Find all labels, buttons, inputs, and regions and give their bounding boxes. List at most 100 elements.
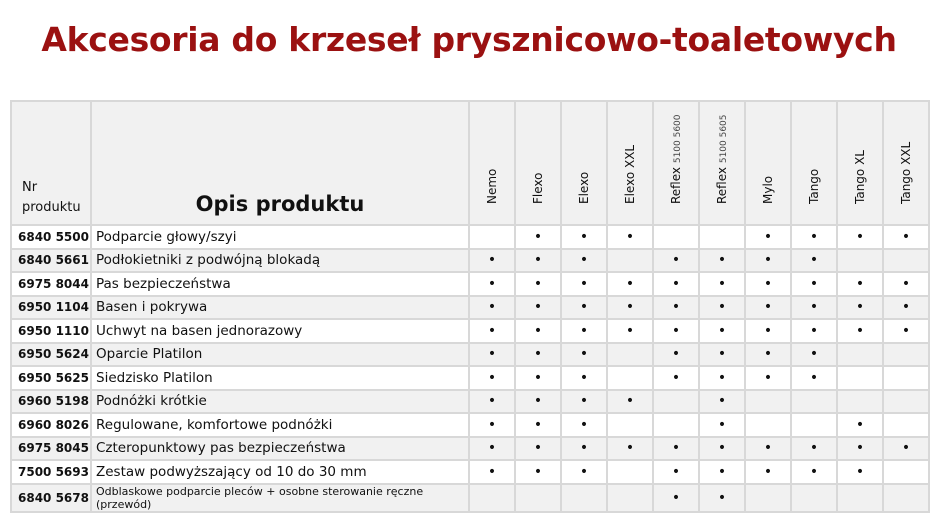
compat-cell [790,482,838,513]
compat-cell [698,224,746,250]
product-description: Regulowane, komfortowe podnóżki [90,412,470,438]
dot-icon: • [625,322,635,339]
compat-cell: • [744,247,792,273]
compat-cell [606,341,654,367]
table-row: 6960 8026 Regulowane, komfortowe podnóżki… [10,412,930,438]
compat-cell: • [698,365,746,391]
header-product-number: Nr produktu [10,100,92,226]
header-nr-line1: Nr [22,180,38,195]
compat-cell: • [560,224,608,250]
product-description: Podłokietniki z podwójną blokadą [90,247,470,273]
compat-cell: • [560,318,608,344]
compat-cell: • [836,294,884,320]
compat-cell [790,412,838,438]
product-description: Uchwyt na basen jednorazowy [90,318,470,344]
compat-cell: • [790,365,838,391]
compat-cell: • [836,412,884,438]
compat-cell [744,388,792,414]
compat-cell: • [468,318,516,344]
product-number: 6950 1110 [10,318,92,344]
compat-cell [882,247,930,273]
compat-cell: • [790,459,838,485]
table-row: 7500 5693 Zestaw podwyższający od 10 do 3… [10,459,930,485]
dot-icon: • [809,299,819,316]
dot-icon: • [763,252,773,269]
compat-cell [882,388,930,414]
compat-cell [606,365,654,391]
product-number: 6960 8026 [10,412,92,438]
dot-icon: • [763,275,773,292]
compat-cell [882,365,930,391]
dot-icon: • [579,322,589,339]
compat-cell [468,482,516,513]
compat-cell [652,412,700,438]
compat-cell: • [652,341,700,367]
dot-icon: • [671,299,681,316]
dot-icon: • [671,440,681,457]
compat-cell: • [468,365,516,391]
dot-icon: • [809,228,819,245]
compat-cell: • [882,294,930,320]
compat-cell: • [836,271,884,297]
model-label: Flexo [531,172,545,204]
compat-cell [468,224,516,250]
compat-cell: • [882,435,930,461]
compat-cell: • [468,247,516,273]
product-number: 6950 5625 [10,365,92,391]
product-description: Odblaskowe podparcie pleców + osobne ste… [90,482,470,513]
compat-cell: • [698,459,746,485]
compat-cell [744,482,792,513]
compat-cell: • [468,435,516,461]
dot-icon: • [671,369,681,386]
compat-cell: • [790,224,838,250]
table-row: 6975 8044 Pas bezpieczeństwa • • • • • • • • • • [10,271,930,297]
dot-icon: • [487,252,497,269]
header-model-5: Reflex 5100 5605 [698,100,746,226]
header-row: Nr produktu Opis produktu Nemo Flexo Elexo E… [10,100,930,226]
compat-cell: • [698,318,746,344]
compat-cell [836,341,884,367]
compat-cell: • [514,388,562,414]
compat-cell: • [514,247,562,273]
header-model-0: Nemo [468,100,516,226]
compat-cell: • [652,365,700,391]
dot-icon: • [533,463,543,480]
dot-icon: • [625,228,635,245]
product-number: 6840 5678 [10,482,92,513]
compat-cell [514,482,562,513]
compat-cell: • [698,341,746,367]
dot-icon: • [763,463,773,480]
dot-icon: • [671,463,681,480]
header-model-1: Flexo [514,100,562,226]
model-label: Tango XL [853,150,867,204]
compat-cell [744,412,792,438]
compat-cell: • [744,459,792,485]
header-model-8: Tango XL [836,100,884,226]
product-description: Podnóżki krótkie [90,388,470,414]
dot-icon: • [717,252,727,269]
compat-cell: • [560,412,608,438]
dot-icon: • [717,299,727,316]
dot-icon: • [533,416,543,433]
header-model-2: Elexo [560,100,608,226]
product-description: Pas bezpieczeństwa [90,271,470,297]
dot-icon: • [487,369,497,386]
compat-cell: • [790,341,838,367]
dot-icon: • [579,393,589,410]
model-label: Mylo [761,175,775,204]
dot-icon: • [763,440,773,457]
dot-icon: • [579,228,589,245]
dot-icon: • [809,463,819,480]
compat-cell [882,482,930,513]
compat-cell: • [698,412,746,438]
compat-cell [606,412,654,438]
compat-cell: • [744,435,792,461]
dot-icon: • [717,275,727,292]
compat-cell: • [514,318,562,344]
dot-icon: • [855,275,865,292]
compat-cell: • [514,294,562,320]
dot-icon: • [717,322,727,339]
product-description: Zestaw podwyższający od 10 do 30 mm [90,459,470,485]
compat-cell [652,388,700,414]
header-description: Opis produktu [90,100,470,226]
